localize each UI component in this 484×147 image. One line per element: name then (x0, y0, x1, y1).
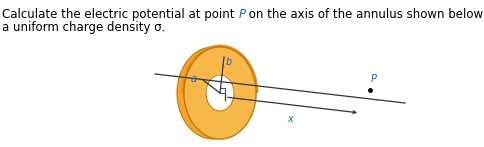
Ellipse shape (206, 75, 233, 111)
Ellipse shape (206, 75, 233, 111)
Text: x: x (287, 114, 292, 124)
Text: P: P (370, 74, 376, 84)
Text: P: P (238, 8, 245, 21)
Ellipse shape (183, 47, 256, 139)
Ellipse shape (177, 47, 248, 139)
Ellipse shape (198, 75, 227, 111)
Text: b: b (226, 57, 232, 67)
Text: a: a (191, 74, 197, 84)
Text: Calculate the electric potential at point: Calculate the electric potential at poin… (2, 8, 238, 21)
Text: on the axis of the annulus shown below, which has: on the axis of the annulus shown below, … (245, 8, 484, 21)
Ellipse shape (183, 47, 256, 139)
Text: a uniform charge density σ.: a uniform charge density σ. (2, 21, 165, 34)
